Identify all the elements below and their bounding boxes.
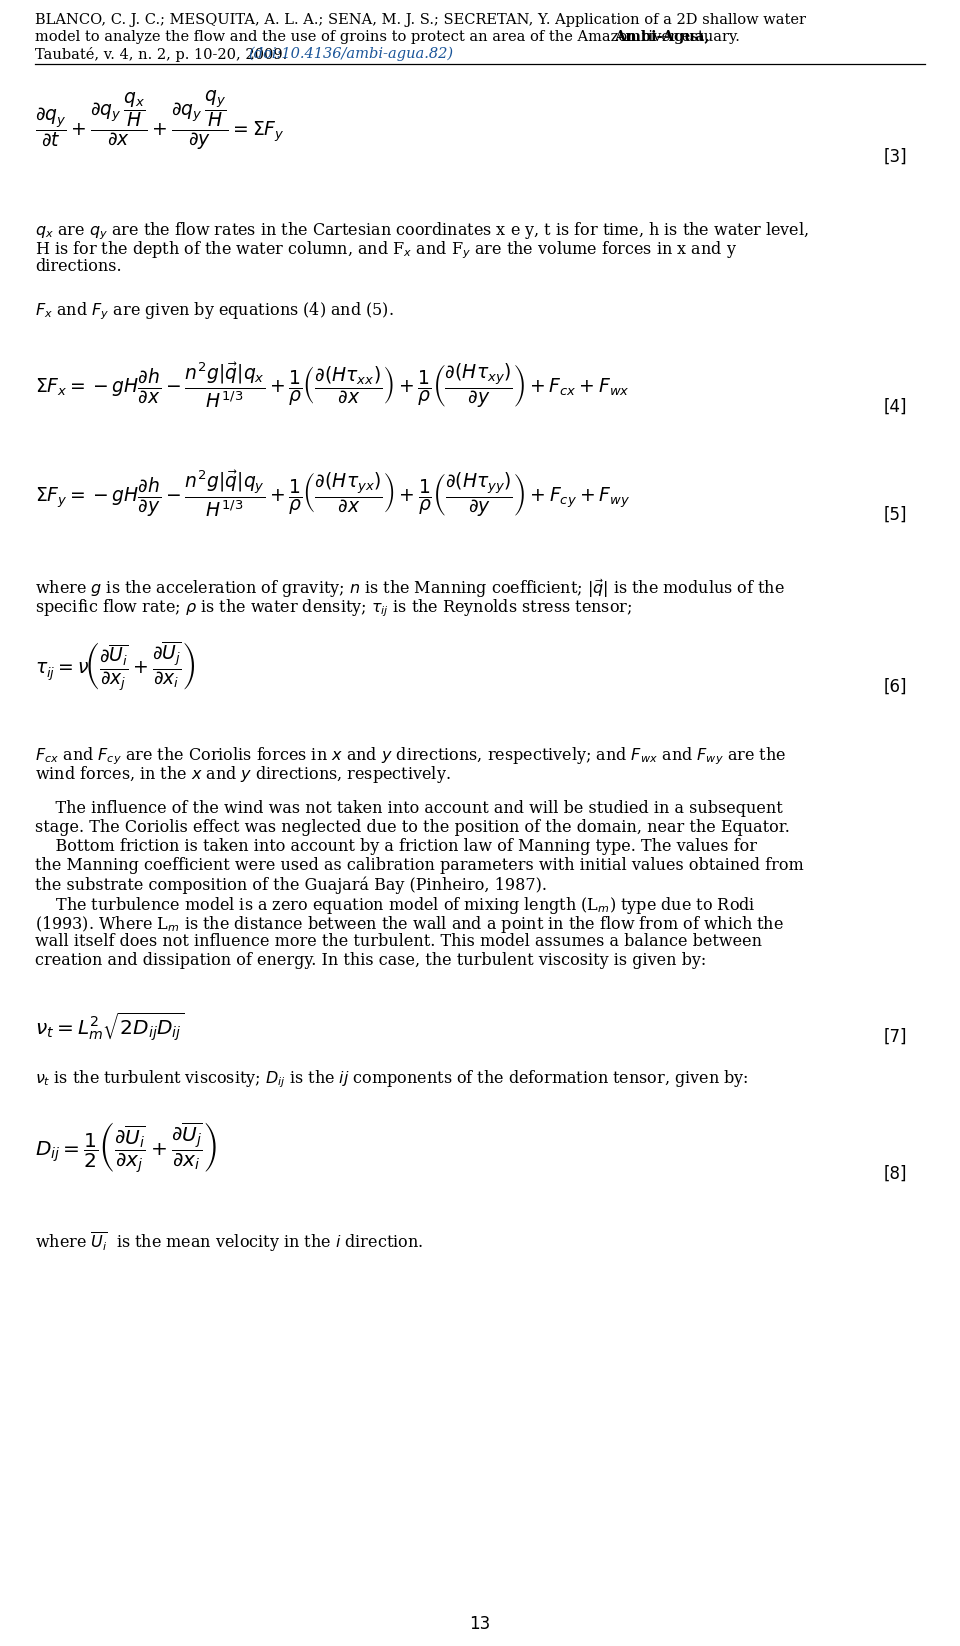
- Text: the substrate composition of the Guajará Bay (Pinheiro, 1987).: the substrate composition of the Guajará…: [35, 876, 547, 894]
- Text: $\dfrac{\partial q_y}{\partial t}+\dfrac{\partial q_y\,\dfrac{q_x}{H}}{\partial : $\dfrac{\partial q_y}{\partial t}+\dfrac…: [35, 87, 284, 151]
- Text: creation and dissipation of energy. In this case, the turbulent viscosity is giv: creation and dissipation of energy. In t…: [35, 951, 707, 969]
- Text: [5]: [5]: [884, 505, 907, 523]
- Text: (doi:10.4136/ambi-agua.82): (doi:10.4136/ambi-agua.82): [248, 48, 453, 61]
- Text: H is for the depth of the water column, and F$_x$ and F$_y$ are the volume force: H is for the depth of the water column, …: [35, 239, 737, 260]
- Text: $F_x$ and $F_y$ are given by equations (4) and (5).: $F_x$ and $F_y$ are given by equations (…: [35, 300, 394, 321]
- Text: [3]: [3]: [884, 148, 907, 166]
- Text: wind forces, in the $x$ and $y$ directions, respectively.: wind forces, in the $x$ and $y$ directio…: [35, 764, 450, 785]
- Text: The turbulence model is a zero equation model of mixing length (L$_m$) type due : The turbulence model is a zero equation …: [35, 895, 756, 917]
- Text: [4]: [4]: [884, 398, 907, 416]
- Text: wall itself does not influence more the turbulent. This model assumes a balance : wall itself does not influence more the …: [35, 933, 762, 950]
- Text: $D_{ij}=\dfrac{1}{2}\left(\dfrac{\partial\overline{U_i}}{\partial x_j}+\dfrac{\p: $D_{ij}=\dfrac{1}{2}\left(\dfrac{\partia…: [35, 1119, 217, 1175]
- Text: Ambi-Agua,: Ambi-Agua,: [614, 30, 709, 44]
- Text: [6]: [6]: [884, 678, 907, 696]
- Text: $\Sigma F_y=-gH\dfrac{\partial h}{\partial y}-\dfrac{n^2g|\vec{q}|q_y}{H^{1/3}}+: $\Sigma F_y=-gH\dfrac{\partial h}{\parti…: [35, 467, 630, 518]
- Text: [7]: [7]: [884, 1029, 907, 1045]
- Text: $F_{cx}$ and $F_{cy}$ are the Coriolis forces in $x$ and $y$ directions, respect: $F_{cx}$ and $F_{cy}$ are the Coriolis f…: [35, 746, 786, 767]
- Text: directions.: directions.: [35, 258, 122, 275]
- Text: stage. The Coriolis effect was neglected due to the position of the domain, near: stage. The Coriolis effect was neglected…: [35, 820, 790, 836]
- Text: the Manning coefficient were used as calibration parameters with initial values : the Manning coefficient were used as cal…: [35, 858, 804, 874]
- Text: BLANCO, C. J. C.; MESQUITA, A. L. A.; SENA, M. J. S.; SECRETAN, Y. Application o: BLANCO, C. J. C.; MESQUITA, A. L. A.; SE…: [35, 13, 806, 26]
- Text: The influence of the wind was not taken into account and will be studied in a su: The influence of the wind was not taken …: [35, 800, 782, 816]
- Text: $\nu_t$ is the turbulent viscosity; $D_{ij}$ is the $ij$ components of the defor: $\nu_t$ is the turbulent viscosity; $D_{…: [35, 1068, 749, 1090]
- Text: [8]: [8]: [884, 1165, 907, 1183]
- Text: $\tau_{ij}=\nu\!\left(\dfrac{\partial\overline{U_i}}{\partial x_j}+\dfrac{\parti: $\tau_{ij}=\nu\!\left(\dfrac{\partial\ov…: [35, 640, 195, 695]
- Text: Bottom friction is taken into account by a friction law of Manning type. The val: Bottom friction is taken into account by…: [35, 838, 757, 854]
- Text: where $\overline{U_i}$  is the mean velocity in the $i$ direction.: where $\overline{U_i}$ is the mean veloc…: [35, 1230, 423, 1254]
- Text: $\Sigma F_x=-gH\dfrac{\partial h}{\partial x}-\dfrac{n^2g|\vec{q}|q_x}{H^{1/3}}+: $\Sigma F_x=-gH\dfrac{\partial h}{\parti…: [35, 360, 630, 410]
- Text: model to analyze the flow and the use of groins to protect an area of the Amazon: model to analyze the flow and the use of…: [35, 30, 745, 44]
- Text: specific flow rate; $\rho$ is the water density; $\tau_{ij}$ is the Reynolds str: specific flow rate; $\rho$ is the water …: [35, 597, 633, 619]
- Text: $\nu_t=L_m^2\sqrt{2D_{ij}D_{ij}}$: $\nu_t=L_m^2\sqrt{2D_{ij}D_{ij}}$: [35, 1011, 185, 1044]
- Text: $q_x$ are $q_y$ are the flow rates in the Cartesian coordinates x e y, t is for : $q_x$ are $q_y$ are the flow rates in th…: [35, 221, 809, 242]
- Text: where $g$ is the acceleration of gravity; $n$ is the Manning coefficient; $|\vec: where $g$ is the acceleration of gravity…: [35, 578, 785, 601]
- Text: (1993). Where L$_m$ is the distance between the wall and a point in the flow fro: (1993). Where L$_m$ is the distance betw…: [35, 914, 784, 935]
- Text: Taubaté, v. 4, n. 2, p. 10-20, 2009.: Taubaté, v. 4, n. 2, p. 10-20, 2009.: [35, 48, 292, 63]
- Text: 13: 13: [469, 1615, 491, 1633]
